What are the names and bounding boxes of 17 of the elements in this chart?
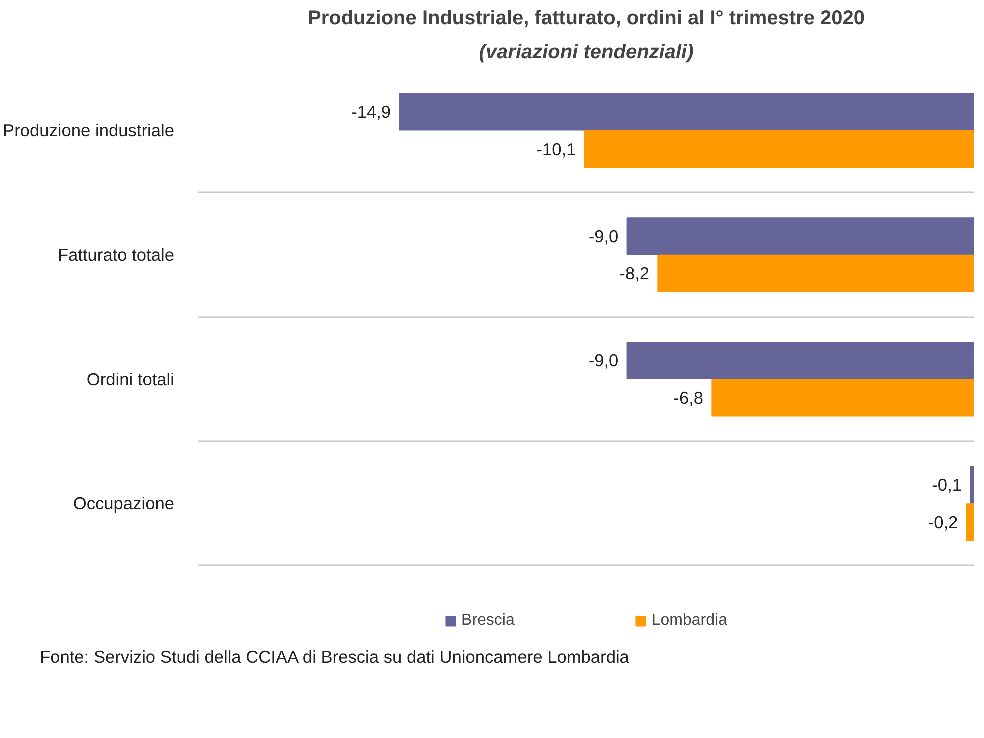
source-note: Fonte: Servizio Studi della CCIAA di Brescia su dati Unioncamere Lombardia [40,646,630,669]
legend-label: Brescia [462,612,515,630]
data-label: -8,2 [620,264,650,284]
chart-title: Produzione Industriale, fatturato, ordini al I° trimestre 2020 [308,8,866,30]
y-tick-label: Fatturato totale [58,245,175,266]
data-label: -9,0 [588,350,619,371]
data-label: -14,9 [352,102,392,122]
chart-subtitle: (variazioni tendenziali) [479,42,694,64]
y-tick-label: Ordini totali [86,369,174,390]
data-label: -9,0 [588,226,619,246]
data-label: -0,2 [928,512,958,532]
data-label: -10,1 [536,139,576,160]
data-label: -6,8 [674,388,704,408]
data-label: -0,1 [932,475,962,496]
legend-label: Lombardia [652,612,728,630]
y-tick-label: Produzione industriale [3,120,175,141]
y-tick-label: Occupazione [73,494,175,514]
